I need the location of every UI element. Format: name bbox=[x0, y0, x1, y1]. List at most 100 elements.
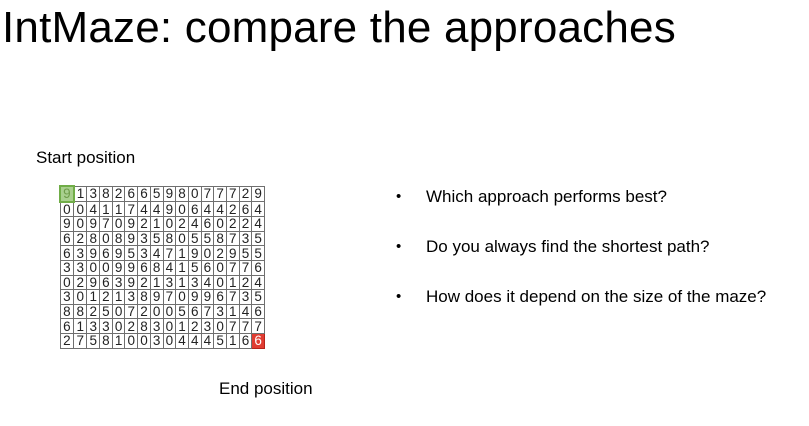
maze-cell: 0 bbox=[213, 216, 227, 232]
maze-cell: 0 bbox=[162, 332, 177, 349]
maze-cell: 6 bbox=[238, 332, 253, 349]
maze-cell: 5 bbox=[251, 245, 265, 261]
maze-cell: 7 bbox=[225, 318, 240, 334]
maze-cell: 3 bbox=[137, 230, 151, 247]
maze-cell: 1 bbox=[225, 303, 240, 320]
maze-cell: 0 bbox=[187, 185, 202, 203]
maze-cell: 0 bbox=[59, 201, 75, 218]
maze-cell: 3 bbox=[149, 318, 164, 334]
maze-cell: 5 bbox=[99, 303, 113, 320]
maze-cell: 0 bbox=[124, 332, 139, 349]
maze-cell: 2 bbox=[238, 185, 253, 203]
maze-cell: 4 bbox=[238, 303, 253, 320]
maze-cell: 9 bbox=[86, 245, 101, 261]
maze-cell: 0 bbox=[200, 245, 215, 261]
maze-cell: 0 bbox=[213, 274, 227, 291]
maze-cell: 8 bbox=[99, 332, 113, 349]
maze-cell: 7 bbox=[225, 230, 240, 247]
maze-cell: 5 bbox=[86, 332, 101, 349]
question-text: How does it depend on the size of the ma… bbox=[426, 287, 767, 306]
maze-cell: 2 bbox=[225, 216, 240, 232]
maze-cell: 0 bbox=[175, 201, 189, 218]
maze-cell: 5 bbox=[187, 230, 202, 247]
maze-cell: 0 bbox=[73, 216, 88, 232]
maze-cell: 5 bbox=[200, 230, 215, 247]
maze-cell: 4 bbox=[251, 274, 265, 291]
maze-cell: 0 bbox=[175, 230, 189, 247]
maze-cell: 5 bbox=[175, 303, 189, 320]
maze-cell: 3 bbox=[187, 274, 202, 291]
maze-cell: 7 bbox=[124, 201, 139, 218]
maze-cell: 0 bbox=[86, 259, 101, 276]
maze-cell: 7 bbox=[225, 259, 240, 276]
maze-cell: 9 bbox=[124, 259, 139, 276]
maze-cell: 1 bbox=[225, 332, 240, 349]
maze-cell: 6 bbox=[59, 230, 75, 247]
maze-cell: 6 bbox=[187, 303, 202, 320]
maze-cell: 8 bbox=[149, 259, 164, 276]
maze-cell: 1 bbox=[111, 332, 126, 349]
maze-cell: 3 bbox=[200, 318, 215, 334]
maze-cell: 9 bbox=[162, 185, 177, 203]
maze-cell: 2 bbox=[238, 274, 253, 291]
maze-cell: 2 bbox=[137, 303, 151, 320]
maze-cell: 6 bbox=[137, 185, 151, 203]
maze-cell: 4 bbox=[149, 201, 164, 218]
maze-cell: 8 bbox=[86, 230, 101, 247]
maze-cell: 3 bbox=[86, 318, 101, 334]
maze-cell: 1 bbox=[175, 245, 189, 261]
maze-cell: 9 bbox=[251, 185, 265, 203]
maze-cell: 1 bbox=[111, 289, 126, 305]
maze-cell: 4 bbox=[200, 274, 215, 291]
maze-cell: 8 bbox=[73, 303, 88, 320]
maze-cell: 0 bbox=[99, 259, 113, 276]
maze-cell: 9 bbox=[124, 274, 139, 291]
maze-cell: 4 bbox=[187, 216, 202, 232]
maze-cell: 7 bbox=[251, 318, 265, 334]
maze-cell: 9 bbox=[187, 289, 202, 305]
maze-cell: 1 bbox=[99, 201, 113, 218]
maze-cell: 0 bbox=[162, 318, 177, 334]
maze-cell: 4 bbox=[251, 216, 265, 232]
maze-cell: 3 bbox=[162, 274, 177, 291]
maze-cell: 2 bbox=[137, 216, 151, 232]
maze-cell: 0 bbox=[162, 303, 177, 320]
maze-cell: 4 bbox=[213, 201, 227, 218]
maze-cell: 4 bbox=[251, 201, 265, 218]
maze-cell: 3 bbox=[73, 259, 88, 276]
maze-cell: 8 bbox=[137, 289, 151, 305]
maze-cell: 6 bbox=[213, 289, 227, 305]
maze-cell: 5 bbox=[213, 332, 227, 349]
maze-cell: 2 bbox=[213, 245, 227, 261]
maze-cell: 6 bbox=[200, 216, 215, 232]
maze-cell: 2 bbox=[225, 201, 240, 218]
maze-cell: 5 bbox=[124, 245, 139, 261]
maze-cell: 2 bbox=[73, 230, 88, 247]
maze-cell: 0 bbox=[59, 274, 75, 291]
maze-cell: 0 bbox=[111, 318, 126, 334]
maze-cell: 3 bbox=[99, 318, 113, 334]
maze-cell: 4 bbox=[200, 332, 215, 349]
maze-cell: 9 bbox=[162, 201, 177, 218]
maze-cell: 6 bbox=[238, 201, 253, 218]
maze-cell: 0 bbox=[111, 303, 126, 320]
maze-cell: 7 bbox=[238, 259, 253, 276]
maze-cell: 0 bbox=[111, 216, 126, 232]
maze-cell: 0 bbox=[175, 289, 189, 305]
maze-cell: 7 bbox=[213, 185, 227, 203]
maze-cell: 7 bbox=[99, 216, 113, 232]
maze-cell: 3 bbox=[86, 185, 101, 203]
bullet-icon: • bbox=[396, 288, 402, 305]
slide-title: IntMaze: compare the approaches bbox=[2, 3, 676, 52]
maze-cell: 0 bbox=[213, 318, 227, 334]
maze-cell: 8 bbox=[111, 230, 126, 247]
maze-cell: 9 bbox=[200, 289, 215, 305]
maze-cell: 6 bbox=[187, 201, 202, 218]
maze-cell: 4 bbox=[162, 259, 177, 276]
maze-cell: 9 bbox=[124, 216, 139, 232]
